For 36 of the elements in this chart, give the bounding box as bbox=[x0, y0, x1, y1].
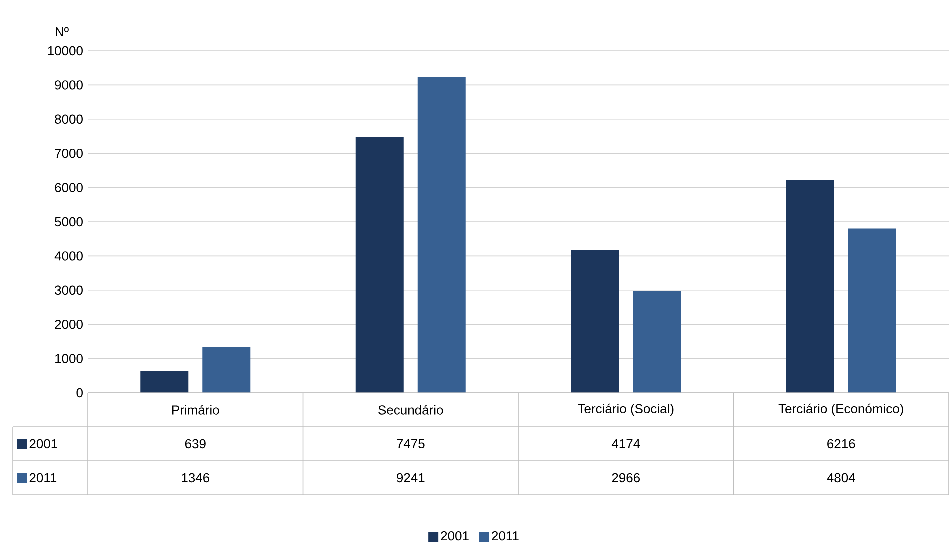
bar bbox=[202, 346, 251, 393]
y-axis-title: Nº bbox=[56, 27, 69, 36]
y-tick-label: 5000 bbox=[55, 217, 83, 227]
y-tick-label: 8000 bbox=[55, 114, 83, 124]
text: 2001 bbox=[441, 531, 469, 541]
text: 2011 bbox=[30, 473, 57, 483]
bar bbox=[418, 76, 466, 393]
data-label: 2966 bbox=[612, 473, 640, 483]
bar bbox=[633, 292, 682, 393]
data-label: 1346 bbox=[182, 473, 210, 483]
y-tick-label: 6000 bbox=[55, 183, 83, 192]
y-tick-label: 1000 bbox=[56, 354, 83, 364]
y-tick-label: 10000 bbox=[48, 46, 83, 56]
y-tick-label: 7000 bbox=[55, 148, 83, 158]
y-tick-label: 9000 bbox=[55, 80, 83, 90]
bar bbox=[848, 228, 896, 393]
data-label: 639 bbox=[185, 439, 206, 449]
y-tick-label: 3000 bbox=[55, 286, 83, 295]
y-tick-label: 2000 bbox=[55, 320, 83, 330]
data-label: 4174 bbox=[612, 440, 640, 448]
x-tick-label: Terciário (Económico) bbox=[778, 404, 904, 416]
data-label: 7475 bbox=[397, 439, 425, 449]
legend-label: 2011 bbox=[492, 531, 519, 541]
x-tick-label: Terciário (Social) bbox=[578, 404, 674, 416]
x-tick-label: Primário bbox=[172, 405, 220, 415]
bar bbox=[786, 180, 834, 393]
x-tick-label: Secundário bbox=[378, 405, 444, 415]
bar bbox=[140, 371, 189, 393]
data-label: 4804 bbox=[827, 473, 856, 483]
legend-label: 2001 bbox=[30, 439, 58, 449]
bar bbox=[571, 250, 620, 393]
data-label: 9241 bbox=[397, 473, 425, 483]
data-label: 6216 bbox=[828, 439, 856, 449]
y-tick-label: 0 bbox=[76, 388, 83, 398]
y-tick-label: 4000 bbox=[54, 252, 83, 261]
bar bbox=[356, 137, 404, 393]
